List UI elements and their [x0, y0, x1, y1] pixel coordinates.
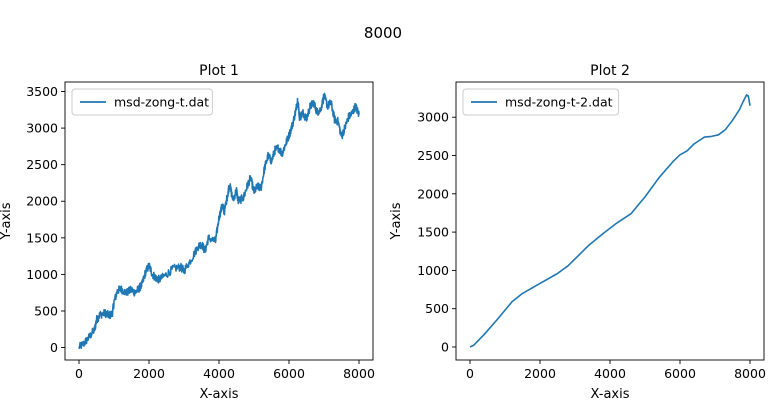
y-axis-label: Y-axis	[389, 202, 404, 240]
x-tick-label: 4000	[594, 366, 626, 381]
y-tick-label: 2500	[417, 148, 449, 163]
chart-plot-1: Plot 1 0 2000 4000 6000 8000 0 500 1000 1500 2000 2…	[0, 63, 375, 402]
chart-plot-2: Plot 2 0 2000 4000 6000 8000 0 500 1000 1500 2000 2…	[389, 63, 766, 402]
y-tick-label: 500	[425, 301, 449, 316]
x-tick-label: 2000	[524, 366, 556, 381]
legend: msd-zong-t.dat	[71, 88, 213, 116]
chart-title: Plot 2	[590, 63, 630, 79]
x-axis-label: X-axis	[200, 387, 239, 402]
y-tick-label: 2000	[26, 194, 58, 209]
y-tick-label: 0	[441, 339, 449, 354]
chart-title: Plot 1	[199, 63, 239, 79]
series-line-0	[78, 92, 360, 350]
y-tick-label: 0	[50, 340, 58, 355]
y-tick-label: 2000	[417, 186, 449, 201]
x-tick-label: 6000	[664, 366, 696, 381]
y-tick-label: 1500	[417, 225, 449, 240]
x-axis-label: X-axis	[591, 387, 630, 402]
x-tick-label: 0	[466, 366, 474, 381]
x-tick-label: 6000	[273, 366, 305, 381]
y-tick-label: 500	[34, 303, 58, 318]
x-tick-label: 4000	[203, 366, 235, 381]
legend-box	[462, 88, 620, 116]
legend-box	[71, 88, 213, 116]
y-tick-label: 3500	[26, 84, 58, 99]
y-tick-label: 1500	[26, 230, 58, 245]
x-tick-label: 2000	[133, 366, 165, 381]
y-tick-label: 3000	[26, 121, 58, 136]
y-tick-label: 2500	[26, 157, 58, 172]
y-axis-label: Y-axis	[0, 202, 14, 240]
y-tick-label: 3000	[417, 110, 449, 125]
y-tick-label: 1000	[26, 267, 58, 282]
legend: msd-zong-t-2.dat	[462, 88, 620, 116]
series-line-0	[469, 94, 751, 348]
legend-label: msd-zong-t.dat	[114, 95, 209, 110]
y-tick-label: 1000	[417, 263, 449, 278]
figure-suptitle: 8000	[364, 24, 402, 42]
x-tick-label: 8000	[343, 366, 375, 381]
legend-label: msd-zong-t-2.dat	[505, 95, 613, 110]
x-tick-label: 8000	[734, 366, 766, 381]
x-tick-label: 0	[75, 366, 83, 381]
